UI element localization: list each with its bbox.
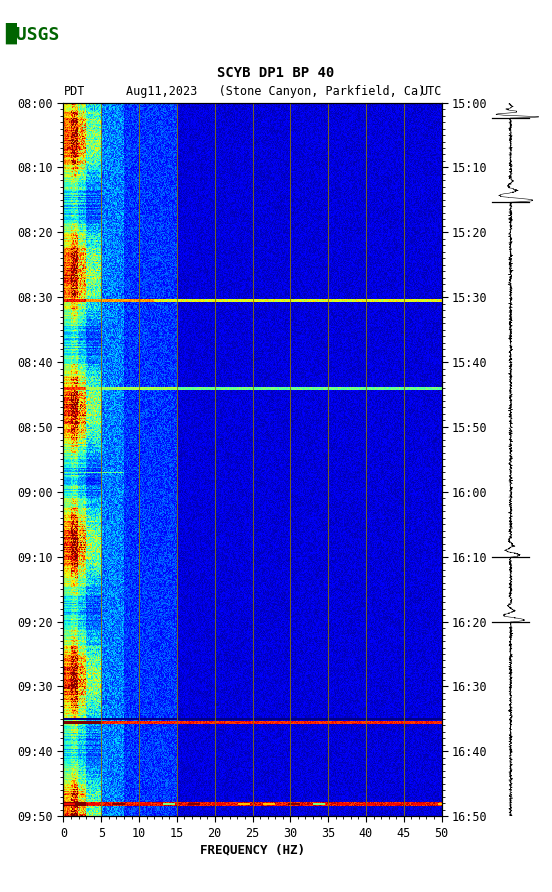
X-axis label: FREQUENCY (HZ): FREQUENCY (HZ) [200, 844, 305, 856]
Text: PDT: PDT [63, 85, 85, 98]
Text: SCYB DP1 BP 40: SCYB DP1 BP 40 [217, 66, 335, 80]
Text: UTC: UTC [420, 85, 442, 98]
Text: █USGS: █USGS [6, 22, 60, 44]
Text: Aug11,2023   (Stone Canyon, Parkfield, Ca): Aug11,2023 (Stone Canyon, Parkfield, Ca) [126, 85, 426, 98]
